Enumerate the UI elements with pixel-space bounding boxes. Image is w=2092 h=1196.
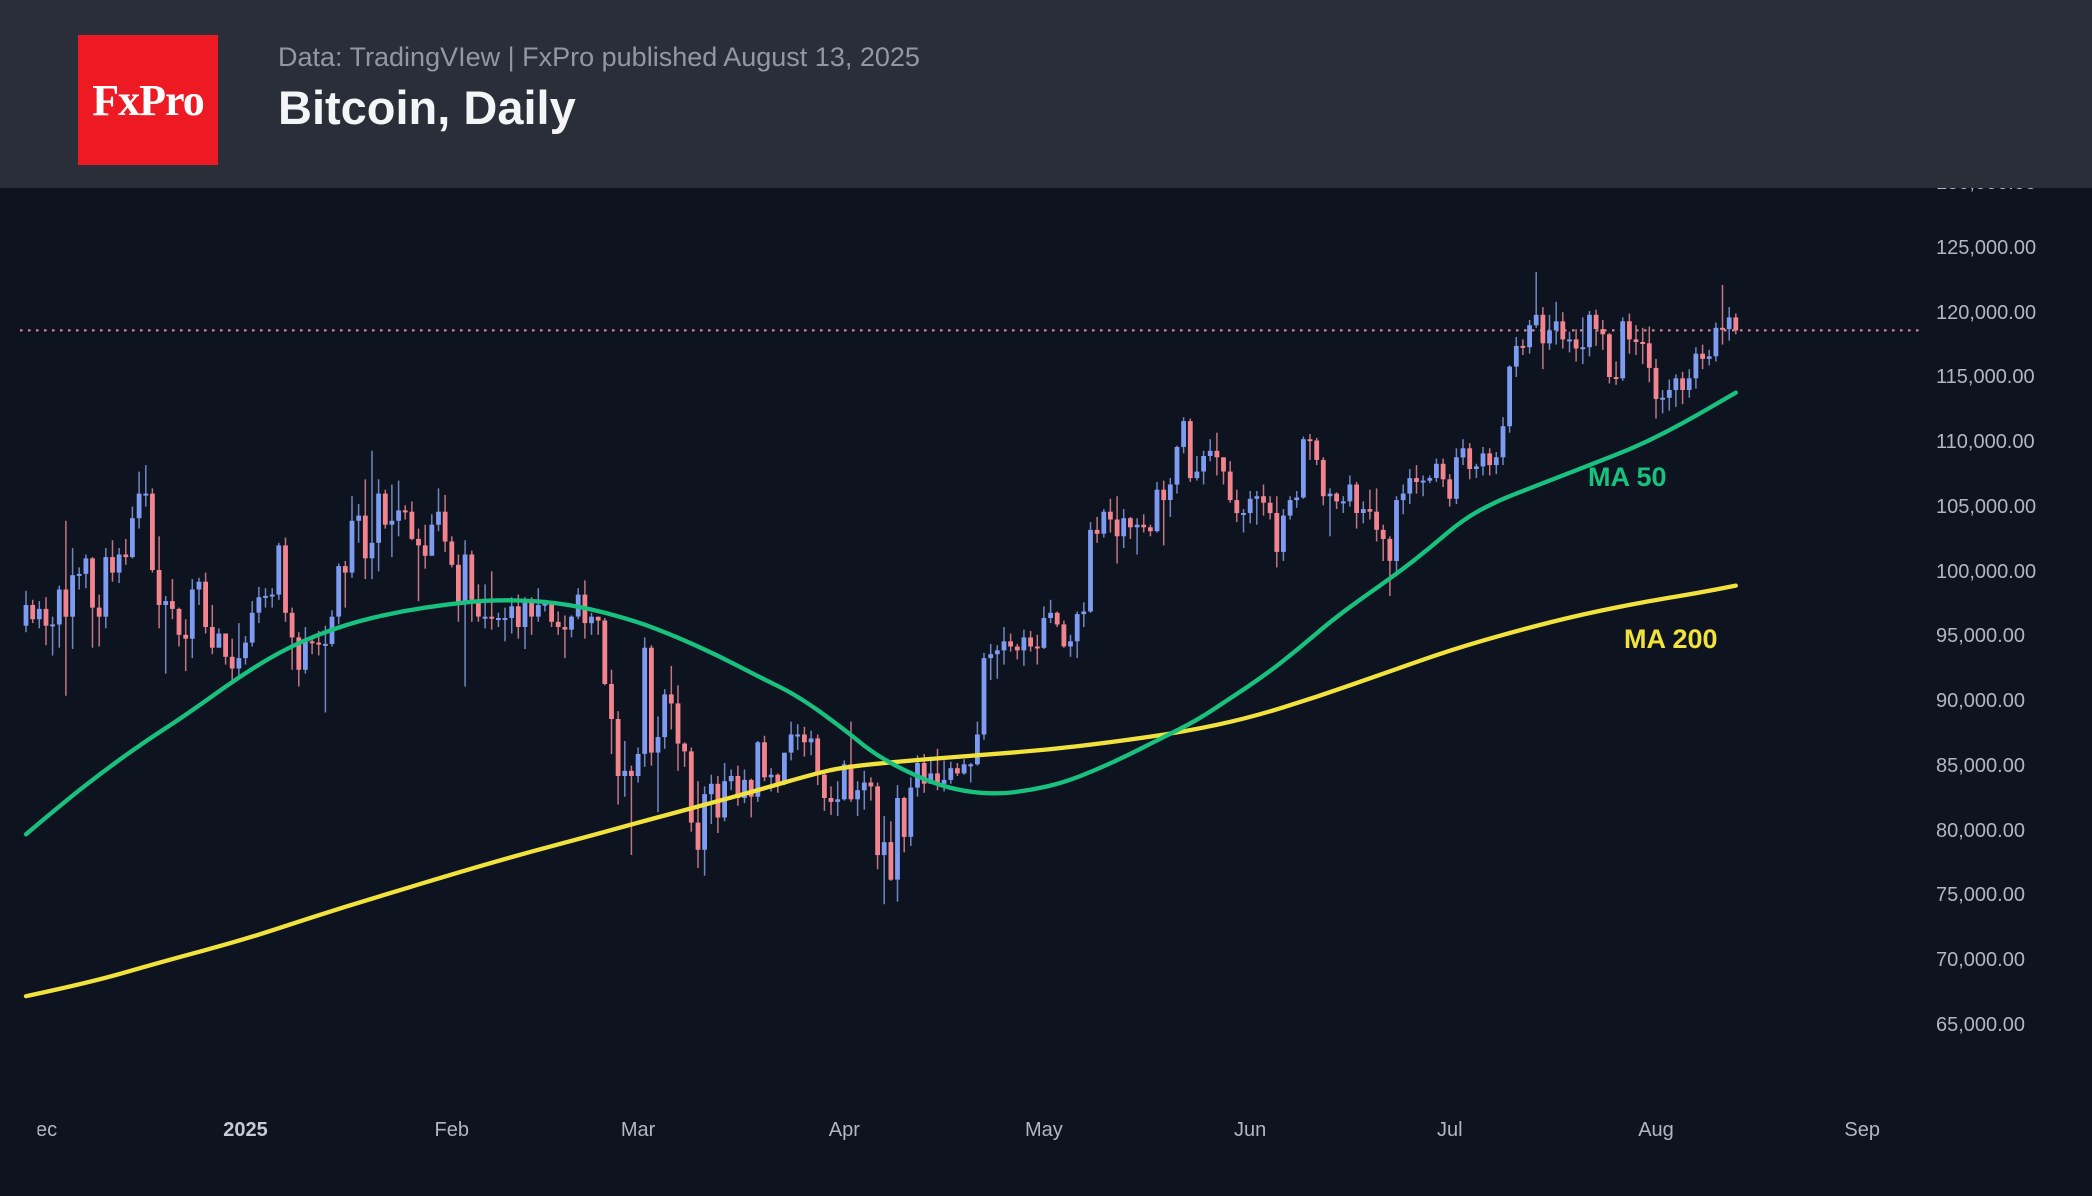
time-tick-label: Jul [1436,1119,1463,1141]
header: FxPro Data: TradingVIew | FxPro publishe… [0,0,2092,188]
price-tick-label: 70,000.00 [1936,949,2025,972]
time-tick-label: Aug [1638,1119,1674,1141]
time-tick-label: Feb [434,1119,470,1141]
time-tick-label: 2025 [223,1119,268,1141]
fxpro-logo: FxPro [78,35,218,165]
price-tick-label: 110,000.00 [1936,431,2035,454]
price-tick-label: 85,000.00 [1936,754,2025,777]
price-tick-label: 90,000.00 [1936,690,2025,713]
price-tick-label: 80,000.00 [1936,819,2025,842]
time-tick-label: Apr [828,1119,860,1141]
price-tick-label: 65,000.00 [1936,1014,2025,1036]
price-tick-label: 105,000.00 [1936,495,2037,518]
price-tick-label: 125,000.00 [1936,236,2037,259]
price-tick-label: 120,000.00 [1936,301,2037,324]
ma200-label: MA 200 [1624,624,1718,654]
price-tick-label: 75,000.00 [1936,884,2025,907]
time-tick-label: Mar [620,1119,656,1141]
ma50-label: MA 50 [1588,462,1667,492]
time-tick-label: Sep [1844,1119,1881,1141]
price-tick-label: 100,000.00 [1936,560,2037,583]
page-title: Bitcoin, Daily [278,81,576,135]
price-tick-label: 115,000.00 [1936,366,2035,389]
time-tick-label: Dec [21,1119,58,1141]
time-tick-label: Jun [1234,1119,1267,1141]
time-tick-label: May [1025,1119,1063,1141]
price-tick-label: 95,000.00 [1936,625,2025,648]
fxpro-logo-text: FxPro [92,75,204,125]
header-text: Data: TradingVIew | FxPro published Augu… [278,42,920,134]
chart-source-caption: Data: TradingVIew | FxPro published Augu… [278,42,920,72]
